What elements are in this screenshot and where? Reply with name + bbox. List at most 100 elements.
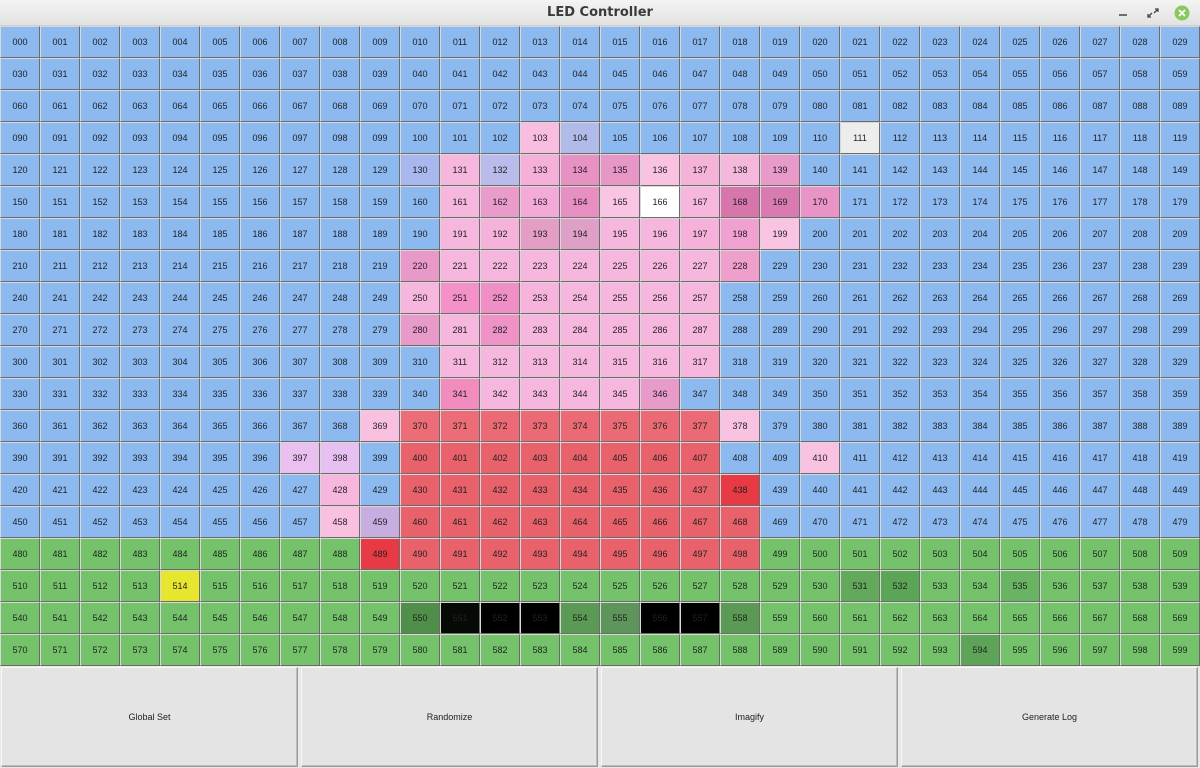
led-button[interactable]: 449 bbox=[1160, 474, 1200, 506]
led-button[interactable]: 596 bbox=[1040, 634, 1080, 666]
led-button[interactable]: 322 bbox=[880, 346, 920, 378]
led-button[interactable]: 099 bbox=[360, 122, 400, 154]
led-button[interactable]: 552 bbox=[480, 602, 520, 634]
led-button[interactable]: 526 bbox=[640, 570, 680, 602]
led-button[interactable]: 257 bbox=[680, 282, 720, 314]
led-button[interactable]: 237 bbox=[1080, 250, 1120, 282]
led-button[interactable]: 232 bbox=[880, 250, 920, 282]
led-button[interactable]: 346 bbox=[640, 378, 680, 410]
led-button[interactable]: 212 bbox=[80, 250, 120, 282]
led-button[interactable]: 290 bbox=[800, 314, 840, 346]
led-button[interactable]: 568 bbox=[1120, 602, 1160, 634]
led-button[interactable]: 328 bbox=[1120, 346, 1160, 378]
led-button[interactable]: 413 bbox=[920, 442, 960, 474]
led-button[interactable]: 332 bbox=[80, 378, 120, 410]
led-button[interactable]: 525 bbox=[600, 570, 640, 602]
led-button[interactable]: 121 bbox=[40, 154, 80, 186]
led-button[interactable]: 530 bbox=[800, 570, 840, 602]
led-button[interactable]: 575 bbox=[200, 634, 240, 666]
led-button[interactable]: 429 bbox=[360, 474, 400, 506]
led-button[interactable]: 117 bbox=[1080, 122, 1120, 154]
led-button[interactable]: 381 bbox=[840, 410, 880, 442]
led-button[interactable]: 264 bbox=[960, 282, 1000, 314]
led-button[interactable]: 382 bbox=[880, 410, 920, 442]
led-button[interactable]: 120 bbox=[0, 154, 40, 186]
led-button[interactable]: 074 bbox=[560, 90, 600, 122]
led-button[interactable]: 145 bbox=[1000, 154, 1040, 186]
led-button[interactable]: 246 bbox=[240, 282, 280, 314]
led-button[interactable]: 597 bbox=[1080, 634, 1120, 666]
led-button[interactable]: 363 bbox=[120, 410, 160, 442]
led-button[interactable]: 585 bbox=[600, 634, 640, 666]
led-button[interactable]: 366 bbox=[240, 410, 280, 442]
led-button[interactable]: 205 bbox=[1000, 218, 1040, 250]
led-button[interactable]: 458 bbox=[320, 506, 360, 538]
led-button[interactable]: 189 bbox=[360, 218, 400, 250]
led-button[interactable]: 186 bbox=[240, 218, 280, 250]
led-button[interactable]: 043 bbox=[520, 58, 560, 90]
led-button[interactable]: 227 bbox=[680, 250, 720, 282]
led-button[interactable]: 024 bbox=[960, 26, 1000, 58]
led-button[interactable]: 271 bbox=[40, 314, 80, 346]
led-button[interactable]: 416 bbox=[1040, 442, 1080, 474]
led-button[interactable]: 303 bbox=[120, 346, 160, 378]
led-button[interactable]: 493 bbox=[520, 538, 560, 570]
led-button[interactable]: 513 bbox=[120, 570, 160, 602]
led-button[interactable]: 080 bbox=[800, 90, 840, 122]
led-button[interactable]: 561 bbox=[840, 602, 880, 634]
led-button[interactable]: 380 bbox=[800, 410, 840, 442]
led-button[interactable]: 085 bbox=[1000, 90, 1040, 122]
led-button[interactable]: 296 bbox=[1040, 314, 1080, 346]
led-button[interactable]: 392 bbox=[80, 442, 120, 474]
led-button[interactable]: 304 bbox=[160, 346, 200, 378]
led-button[interactable]: 144 bbox=[960, 154, 1000, 186]
led-button[interactable]: 371 bbox=[440, 410, 480, 442]
led-button[interactable]: 273 bbox=[120, 314, 160, 346]
led-button[interactable]: 119 bbox=[1160, 122, 1200, 154]
led-button[interactable]: 260 bbox=[800, 282, 840, 314]
led-button[interactable]: 081 bbox=[840, 90, 880, 122]
led-button[interactable]: 464 bbox=[560, 506, 600, 538]
led-button[interactable]: 331 bbox=[40, 378, 80, 410]
led-button[interactable]: 395 bbox=[200, 442, 240, 474]
led-button[interactable]: 224 bbox=[560, 250, 600, 282]
led-button[interactable]: 409 bbox=[760, 442, 800, 474]
led-button[interactable]: 318 bbox=[720, 346, 760, 378]
led-button[interactable]: 058 bbox=[1120, 58, 1160, 90]
led-button[interactable]: 049 bbox=[760, 58, 800, 90]
led-button[interactable]: 042 bbox=[480, 58, 520, 90]
led-button[interactable]: 567 bbox=[1080, 602, 1120, 634]
led-button[interactable]: 425 bbox=[200, 474, 240, 506]
led-button[interactable]: 156 bbox=[240, 186, 280, 218]
led-button[interactable]: 196 bbox=[640, 218, 680, 250]
led-button[interactable]: 559 bbox=[760, 602, 800, 634]
led-button[interactable]: 269 bbox=[1160, 282, 1200, 314]
led-button[interactable]: 386 bbox=[1040, 410, 1080, 442]
led-button[interactable]: 563 bbox=[920, 602, 960, 634]
led-button[interactable]: 280 bbox=[400, 314, 440, 346]
led-button[interactable]: 428 bbox=[320, 474, 360, 506]
led-button[interactable]: 178 bbox=[1120, 186, 1160, 218]
led-button[interactable]: 230 bbox=[800, 250, 840, 282]
led-button[interactable]: 469 bbox=[760, 506, 800, 538]
led-button[interactable]: 479 bbox=[1160, 506, 1200, 538]
led-button[interactable]: 316 bbox=[640, 346, 680, 378]
led-button[interactable]: 262 bbox=[880, 282, 920, 314]
led-button[interactable]: 282 bbox=[480, 314, 520, 346]
led-button[interactable]: 226 bbox=[640, 250, 680, 282]
led-button[interactable]: 313 bbox=[520, 346, 560, 378]
led-button[interactable]: 199 bbox=[760, 218, 800, 250]
led-button[interactable]: 154 bbox=[160, 186, 200, 218]
led-button[interactable]: 030 bbox=[0, 58, 40, 90]
led-button[interactable]: 354 bbox=[960, 378, 1000, 410]
led-button[interactable]: 088 bbox=[1120, 90, 1160, 122]
led-button[interactable]: 329 bbox=[1160, 346, 1200, 378]
randomize-button[interactable]: Randomize bbox=[301, 667, 598, 767]
led-button[interactable]: 598 bbox=[1120, 634, 1160, 666]
led-button[interactable]: 467 bbox=[680, 506, 720, 538]
led-button[interactable]: 289 bbox=[760, 314, 800, 346]
led-button[interactable]: 047 bbox=[680, 58, 720, 90]
led-button[interactable]: 209 bbox=[1160, 218, 1200, 250]
led-button[interactable]: 116 bbox=[1040, 122, 1080, 154]
led-button[interactable]: 301 bbox=[40, 346, 80, 378]
